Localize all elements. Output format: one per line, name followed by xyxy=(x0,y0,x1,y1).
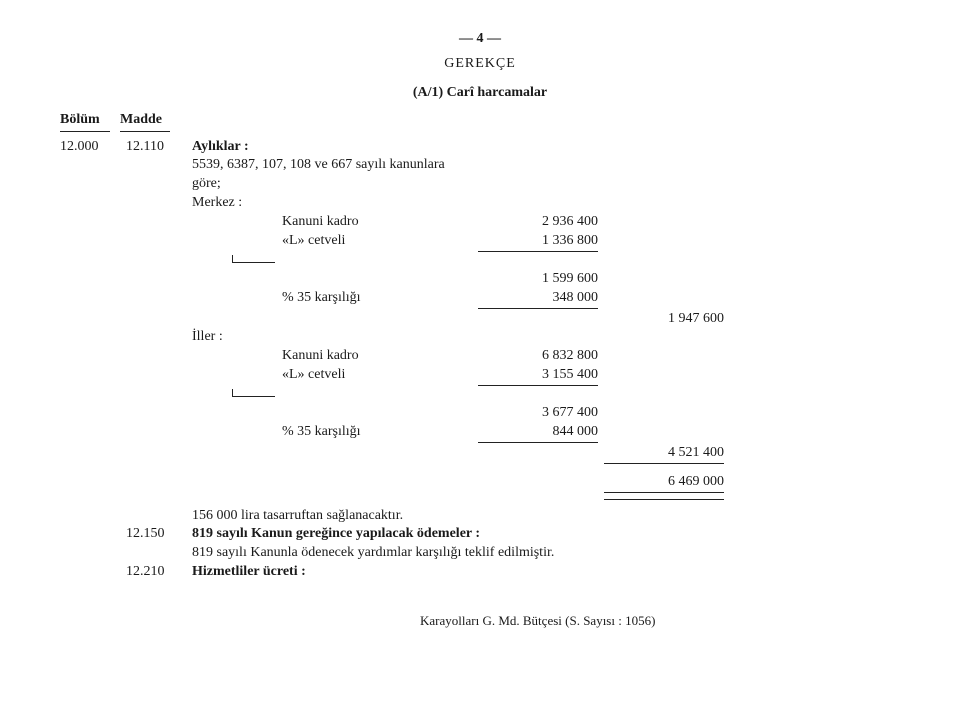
iller-pct-val: 844 000 xyxy=(478,423,598,442)
madde-12110: 12.110 xyxy=(126,138,186,157)
brace-icon xyxy=(232,389,275,397)
r150-label: 819 sayılı Kanun gereğince yapılacak öde… xyxy=(192,525,850,544)
page-number: — 4 — xyxy=(60,30,900,49)
madde-12150: 12.150 xyxy=(126,525,186,544)
ayliklar-label: Aylıklar : xyxy=(192,138,472,157)
iller-label: İller : xyxy=(192,328,472,347)
merkez-diff: 1 599 600 xyxy=(478,270,598,289)
brace-icon xyxy=(232,255,275,263)
merkez-pct-val: 348 000 xyxy=(478,289,598,308)
head-madde: Madde xyxy=(120,111,170,132)
r150-desc: 819 sayılı Kanunla ödenecek yardımlar ka… xyxy=(192,544,850,563)
note-1: 156 000 lira tasarruftan sağlanacaktır. xyxy=(192,507,724,526)
law-list: 5539, 6387, 107, 108 ve 667 sayılı kanun… xyxy=(192,156,472,194)
iller-kadro-val: 6 832 800 xyxy=(478,347,598,366)
doc-title: GEREKÇE xyxy=(60,55,900,74)
merkez-label: Merkez : xyxy=(192,194,472,213)
grand-total: 6 469 000 xyxy=(604,473,724,492)
merkez-cet-val: 1 336 800 xyxy=(478,232,598,251)
iller-diff: 3 677 400 xyxy=(478,404,598,423)
bolum-val: 12.000 xyxy=(60,138,120,157)
double-rule xyxy=(604,492,724,497)
iller-kadro-label: Kanuni kadro xyxy=(192,347,472,366)
iller-cet-val: 3 155 400 xyxy=(478,366,598,385)
merkez-kadro-val: 2 936 400 xyxy=(478,213,598,232)
madde-12210: 12.210 xyxy=(126,563,186,582)
double-rule xyxy=(604,499,724,501)
merkez-kadro-label: Kanuni kadro xyxy=(192,213,472,232)
iller-cet-label: «L» cetveli xyxy=(192,366,472,385)
page-footer: Karayolları G. Md. Bütçesi (S. Sayısı : … xyxy=(60,612,900,630)
doc-subtitle: (A/1) Carî harcamalar xyxy=(60,84,900,103)
r210-label: Hizmetliler ücreti : xyxy=(192,563,472,582)
iller-total: 4 521 400 xyxy=(604,444,724,463)
iller-pct-label: % 35 karşılığı xyxy=(192,423,472,442)
merkez-cet-label: «L» cetveli xyxy=(192,232,472,251)
rule-line xyxy=(604,463,724,465)
head-bolum: Bölüm xyxy=(60,111,110,132)
rule-line xyxy=(478,251,598,253)
rule-line xyxy=(478,385,598,387)
merkez-pct-label: % 35 karşılığı xyxy=(192,289,472,308)
merkez-total: 1 947 600 xyxy=(604,310,724,329)
